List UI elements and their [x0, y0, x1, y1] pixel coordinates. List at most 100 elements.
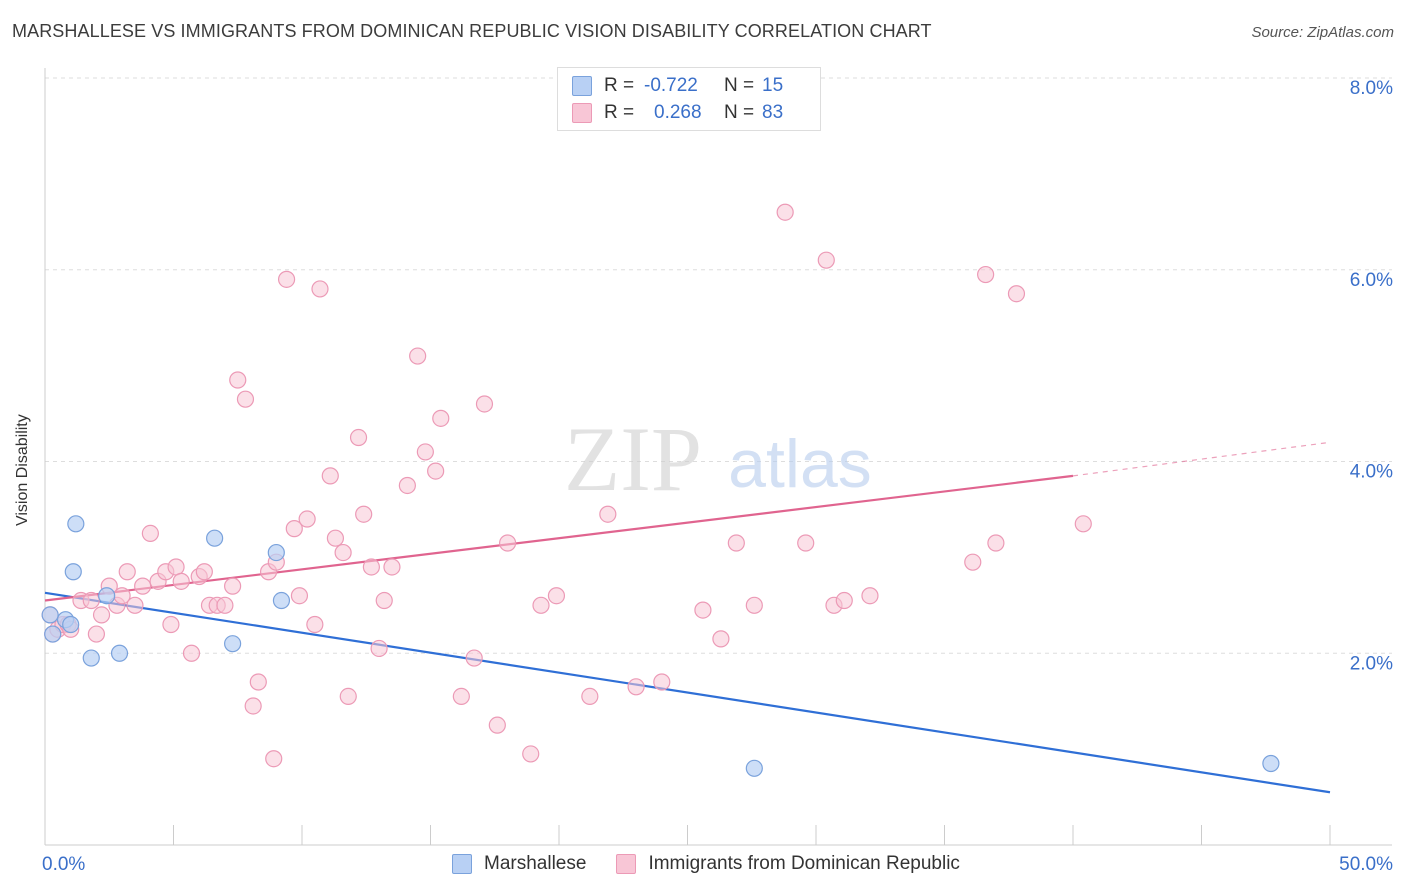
- data-point-dominican: [236, 390, 255, 408]
- data-point-dominican: [797, 534, 815, 552]
- data-point-dominican: [532, 596, 550, 614]
- data-point-dominican: [87, 625, 106, 643]
- watermark-atlas: atlas: [728, 426, 872, 502]
- data-point-dominican: [249, 673, 267, 691]
- data-points: [41, 203, 1280, 777]
- legend-n-value: 83: [762, 102, 784, 123]
- data-point-dominican: [383, 558, 401, 576]
- data-point-dominican: [216, 596, 234, 614]
- series-legend: Marshallese Immigrants from Dominican Re…: [452, 853, 990, 875]
- data-point-dominican: [362, 558, 380, 576]
- data-point-dominican: [298, 510, 316, 528]
- trend-lines: [44, 441, 1331, 794]
- data-point-dominican: [964, 553, 982, 571]
- data-point-dominican: [92, 606, 111, 624]
- correlation-legend: R = -0.722 N = 15 R = 0.268 N = 83: [557, 67, 821, 131]
- data-point-dominican: [861, 587, 879, 605]
- series-swatch-blue: [452, 854, 472, 874]
- legend-r-label: R =: [604, 102, 635, 123]
- data-point-dominican: [465, 649, 483, 667]
- watermark: ZIP atlas: [564, 408, 872, 510]
- data-point-dominican: [835, 591, 853, 610]
- data-point-dominican: [277, 270, 296, 288]
- data-point-dominican: [776, 203, 794, 221]
- series-legend-dominican: Immigrants from Dominican Republic: [616, 853, 960, 875]
- data-point-dominican: [522, 745, 540, 763]
- data-point-dominican: [581, 687, 599, 705]
- data-point-dominican: [126, 596, 144, 614]
- tick-labels: 2.0% 4.0% 6.0% 8.0% 0.0% 50.0%: [42, 78, 1393, 875]
- y-tick-label: 2.0%: [1350, 653, 1393, 674]
- legend-n-label: N =: [724, 75, 755, 96]
- data-point-marshallese: [267, 543, 285, 562]
- data-point-dominican: [627, 678, 645, 696]
- axes: [44, 68, 1392, 846]
- data-point-dominican: [321, 467, 339, 485]
- data-point-dominican: [599, 505, 617, 523]
- legend-r-value: 0.268: [654, 102, 702, 123]
- data-point-marshallese: [67, 515, 85, 533]
- data-point-dominican: [1074, 515, 1092, 533]
- y-tick-label: 8.0%: [1350, 78, 1393, 99]
- data-point-dominican: [355, 505, 373, 523]
- data-point-dominican: [653, 673, 671, 691]
- data-point-dominican: [416, 443, 434, 461]
- data-point-dominican: [398, 476, 416, 495]
- data-point-dominican: [134, 577, 152, 595]
- data-point-dominican: [488, 716, 506, 734]
- series-name: Immigrants from Dominican Republic: [648, 853, 960, 874]
- legend-n-label: N =: [724, 102, 755, 123]
- series-swatch-pink: [616, 854, 637, 874]
- data-point-dominican: [409, 347, 427, 365]
- data-point-dominican: [334, 543, 352, 562]
- data-point-marshallese: [110, 644, 129, 662]
- data-point-dominican: [285, 520, 303, 538]
- data-point-dominican: [499, 534, 517, 552]
- data-point-dominican: [306, 615, 324, 634]
- data-point-dominican: [195, 563, 213, 581]
- data-point-dominican: [162, 615, 180, 634]
- trend-line-dominican: [44, 474, 1074, 602]
- data-point-dominican: [452, 687, 470, 705]
- data-point-dominican: [229, 371, 247, 389]
- legend-n-value: 15: [762, 75, 784, 96]
- grid-lines: [45, 77, 1392, 654]
- data-point-marshallese: [41, 606, 59, 624]
- data-point-dominican: [244, 697, 262, 715]
- watermark-zip: ZIP: [564, 408, 702, 510]
- data-point-marshallese: [206, 529, 224, 547]
- data-point-marshallese: [745, 759, 763, 777]
- legend-r-value: -0.722: [644, 75, 698, 96]
- data-point-dominican: [224, 577, 242, 595]
- data-point-marshallese: [98, 587, 116, 605]
- data-point-dominican: [547, 587, 566, 605]
- legend-swatch-pink: [572, 103, 592, 123]
- x-tick-label: 50.0%: [1339, 854, 1393, 875]
- x-tick-label: 0.0%: [42, 854, 85, 875]
- data-point-dominican: [167, 558, 185, 576]
- data-point-dominican: [727, 534, 745, 552]
- data-point-dominican: [745, 596, 763, 614]
- data-point-dominican: [118, 563, 136, 581]
- series-name: Marshallese: [484, 853, 587, 874]
- data-point-dominican: [326, 529, 345, 547]
- y-tick-label: 6.0%: [1350, 270, 1393, 291]
- y-tick-label: 4.0%: [1350, 462, 1393, 483]
- data-point-dominican: [1007, 285, 1026, 303]
- data-point-dominican: [427, 462, 445, 480]
- data-point-dominican: [987, 534, 1005, 552]
- data-point-dominican: [712, 630, 730, 648]
- legend-r-label: R =: [604, 75, 635, 96]
- legend-swatch-blue: [572, 76, 592, 96]
- data-point-dominican: [375, 591, 393, 610]
- chart-title: MARSHALLESE VS IMMIGRANTS FROM DOMINICAN…: [12, 21, 932, 41]
- legend-row-marshallese: R = -0.722 N = 15: [572, 74, 783, 98]
- data-point-marshallese: [82, 649, 100, 667]
- data-point-dominican: [141, 524, 159, 543]
- data-point-dominican: [694, 601, 712, 619]
- data-point-dominican: [370, 639, 388, 658]
- data-point-dominican: [817, 251, 835, 269]
- data-point-dominican: [977, 265, 995, 284]
- data-point-dominican: [82, 591, 100, 610]
